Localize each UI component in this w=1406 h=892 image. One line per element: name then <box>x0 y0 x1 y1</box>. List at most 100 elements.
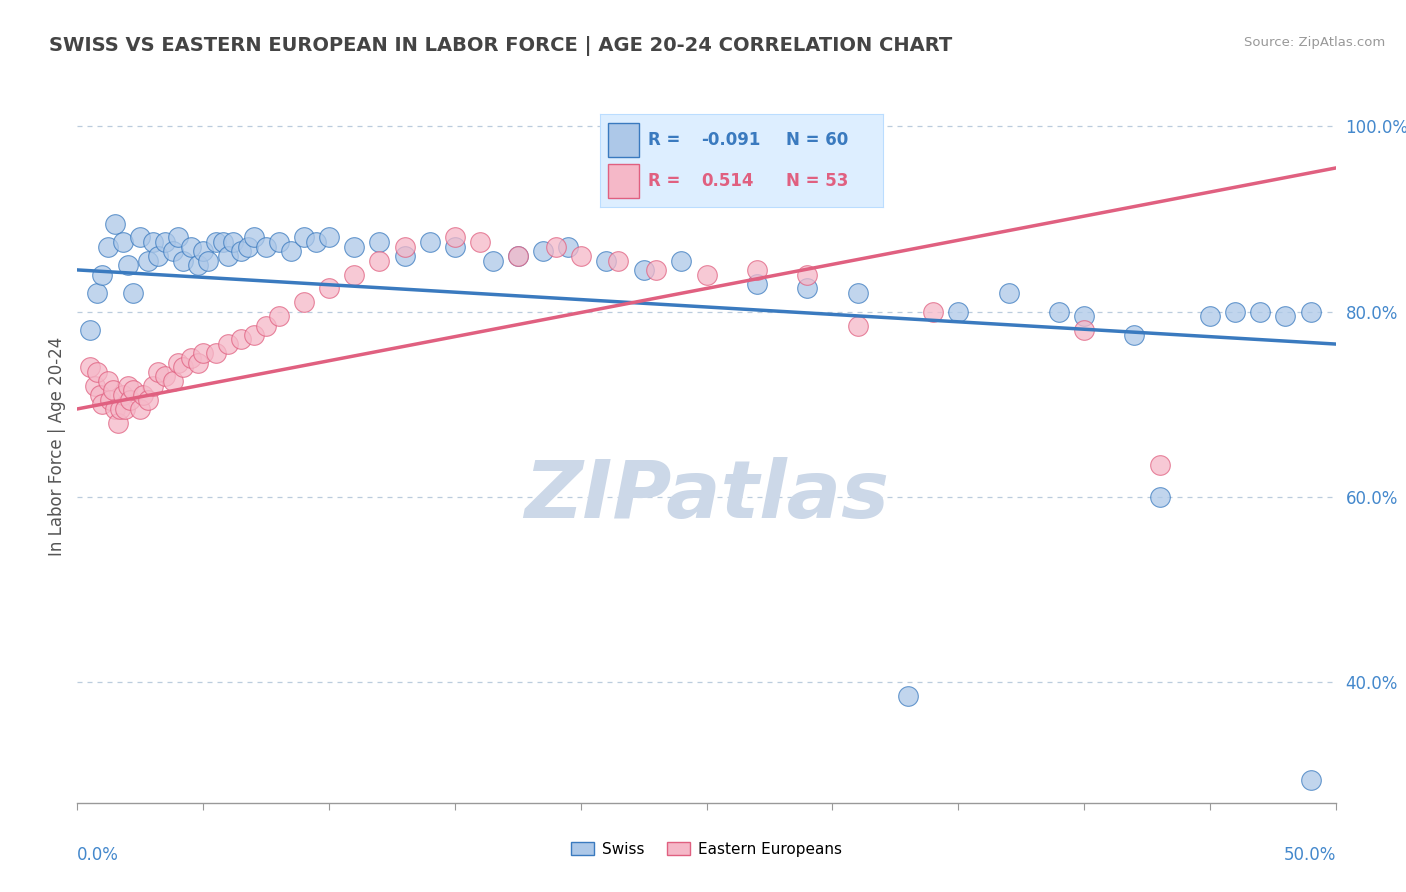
Point <box>197 253 219 268</box>
Point <box>136 253 159 268</box>
Point <box>91 397 114 411</box>
Point <box>132 388 155 402</box>
Point <box>557 240 579 254</box>
Y-axis label: In Labor Force | Age 20-24: In Labor Force | Age 20-24 <box>48 336 66 556</box>
Point <box>394 249 416 263</box>
Point <box>1073 323 1095 337</box>
Point <box>111 388 134 402</box>
Text: 0.514: 0.514 <box>702 172 754 190</box>
Point <box>84 378 107 392</box>
Point <box>368 253 391 268</box>
Point <box>1299 772 1322 787</box>
Text: -0.091: -0.091 <box>702 131 761 149</box>
Point <box>745 277 768 291</box>
Text: Source: ZipAtlas.com: Source: ZipAtlas.com <box>1244 36 1385 49</box>
Point <box>444 230 467 244</box>
Point <box>217 249 239 263</box>
Text: N = 53: N = 53 <box>786 172 849 190</box>
Point <box>394 240 416 254</box>
Point <box>1073 310 1095 324</box>
Point <box>146 365 169 379</box>
FancyBboxPatch shape <box>607 123 640 157</box>
Point <box>280 244 302 259</box>
Point <box>136 392 159 407</box>
Point <box>671 253 693 268</box>
Point <box>117 258 139 272</box>
Point <box>180 240 202 254</box>
Text: R =: R = <box>648 172 686 190</box>
Point <box>114 401 136 416</box>
Point <box>481 253 503 268</box>
Point <box>191 346 215 360</box>
Point <box>607 253 630 268</box>
Point <box>104 217 127 231</box>
Point <box>1299 304 1322 318</box>
Point <box>1274 310 1296 324</box>
Point <box>267 310 290 324</box>
Point <box>595 253 617 268</box>
Point <box>96 374 118 388</box>
Text: SWISS VS EASTERN EUROPEAN IN LABOR FORCE | AGE 20-24 CORRELATION CHART: SWISS VS EASTERN EUROPEAN IN LABOR FORCE… <box>49 36 952 55</box>
Point <box>121 286 143 301</box>
Point <box>204 235 226 249</box>
Point <box>922 304 945 318</box>
Point <box>506 249 529 263</box>
Text: 50.0%: 50.0% <box>1284 846 1336 863</box>
Point <box>444 240 467 254</box>
Point <box>91 268 114 282</box>
Point <box>162 244 184 259</box>
Point <box>222 235 245 249</box>
Point <box>79 360 101 375</box>
Point <box>117 378 139 392</box>
Point <box>111 235 134 249</box>
Point <box>142 378 165 392</box>
Point <box>89 388 111 402</box>
Point <box>633 263 655 277</box>
Point <box>107 416 129 430</box>
Point <box>796 268 818 282</box>
Point <box>696 268 718 282</box>
Point <box>162 374 184 388</box>
Point <box>343 240 366 254</box>
Point <box>180 351 202 365</box>
Point <box>846 318 869 333</box>
Point <box>948 304 970 318</box>
Point <box>292 295 315 310</box>
Point <box>121 384 143 398</box>
Point <box>254 318 277 333</box>
Point <box>204 346 226 360</box>
Point <box>172 253 194 268</box>
Point <box>343 268 366 282</box>
Point <box>229 333 252 347</box>
Point <box>104 401 127 416</box>
Point <box>142 235 165 249</box>
FancyBboxPatch shape <box>607 164 640 198</box>
Point <box>368 235 391 249</box>
Point <box>167 230 190 244</box>
Point <box>98 392 121 407</box>
Point <box>1149 458 1171 472</box>
Point <box>267 235 290 249</box>
Point <box>129 230 152 244</box>
Point <box>1198 310 1220 324</box>
Point <box>254 240 277 254</box>
Point <box>569 249 592 263</box>
Point <box>108 401 131 416</box>
Point <box>419 235 441 249</box>
Point <box>191 244 215 259</box>
Point <box>506 249 529 263</box>
Point <box>167 355 190 369</box>
Point <box>292 230 315 244</box>
Point <box>242 230 264 244</box>
Point <box>1249 304 1271 318</box>
Point <box>846 286 869 301</box>
Point <box>796 281 818 295</box>
Point <box>997 286 1019 301</box>
Point <box>79 323 101 337</box>
Point <box>468 235 491 249</box>
Legend: Swiss, Eastern Europeans: Swiss, Eastern Europeans <box>565 836 848 863</box>
Point <box>745 263 768 277</box>
Text: ZIPatlas: ZIPatlas <box>524 457 889 535</box>
Point <box>318 281 340 295</box>
Point <box>897 690 920 704</box>
